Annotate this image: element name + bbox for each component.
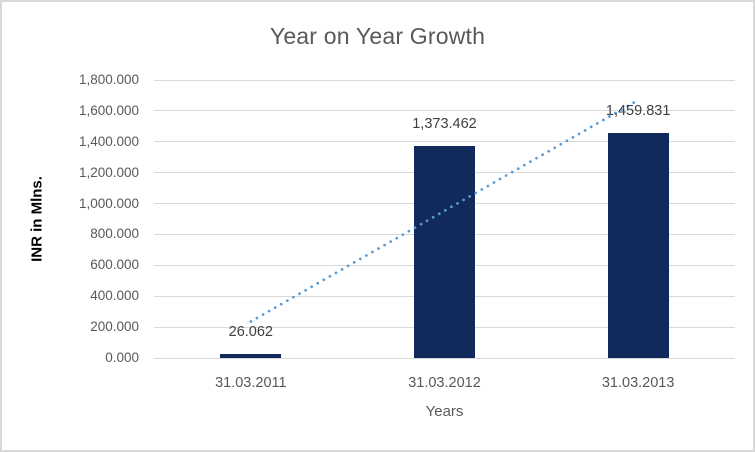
gridline (154, 141, 735, 143)
x-axis-title: Years (425, 403, 464, 420)
y-axis-title: INR in Mlns. (28, 176, 46, 262)
plot-area: 26.062 1,373.462 1,459.831 (154, 79, 735, 359)
x-axis-tick-label: 31.03.2013 (601, 375, 675, 391)
bar-31.03.2012 (414, 145, 475, 358)
y-axis-tick-label: 400.000 (90, 288, 139, 304)
bar-31.03.2011 (220, 353, 282, 358)
y-axis-tick-label: 1,400.000 (78, 133, 139, 149)
x-axis-tick-label: 31.03.2011 (215, 375, 287, 391)
y-axis-tick-label: 200.000 (90, 319, 139, 335)
gridline (154, 357, 735, 359)
gridline (154, 79, 735, 81)
y-axis-tick-label: 0.000 (105, 350, 139, 365)
y-axis-tick-label: 800.000 (90, 226, 139, 242)
x-axis-tick-label: 31.03.2012 (408, 375, 481, 391)
chart-title: Year on Year Growth (269, 23, 486, 49)
data-label: 26.062 (228, 323, 273, 340)
y-axis-tick-label: 600.000 (90, 257, 139, 273)
y-axis-tick-label: 1,800.000 (78, 72, 139, 87)
y-axis-tick-label: 1,600.000 (78, 102, 139, 118)
gridline (154, 110, 735, 112)
y-axis-tick-label: 1,000.000 (78, 195, 139, 211)
data-label: 1,459.831 (605, 102, 671, 119)
trendline (249, 98, 640, 323)
bar-31.03.2013 (607, 132, 669, 358)
y-axis-tick-label: 1,200.000 (78, 164, 139, 180)
data-label: 1,373.462 (412, 115, 477, 132)
